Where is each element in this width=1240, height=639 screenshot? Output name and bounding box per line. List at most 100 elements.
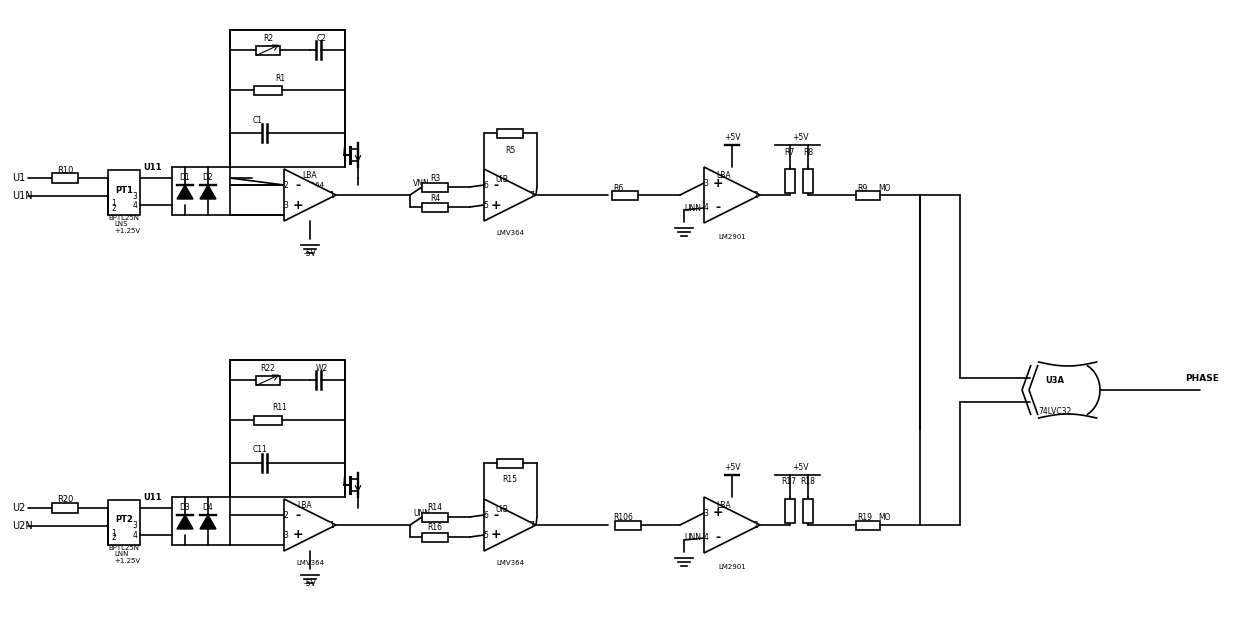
Text: R18: R18	[801, 477, 816, 486]
Text: LBA: LBA	[717, 171, 732, 180]
Text: LBA: LBA	[717, 500, 732, 509]
Text: R7: R7	[784, 148, 794, 157]
Bar	[785, 499, 795, 523]
Text: R6: R6	[613, 183, 624, 192]
Text: -: -	[494, 509, 498, 521]
Text: -5V: -5V	[304, 578, 316, 587]
Text: LMV364: LMV364	[496, 560, 525, 566]
Bar	[422, 203, 448, 212]
Text: R14: R14	[428, 504, 443, 512]
Bar	[422, 532, 448, 541]
Text: 6: 6	[484, 180, 489, 190]
Text: 2: 2	[284, 511, 289, 520]
Text: 6: 6	[484, 511, 489, 520]
Text: U11: U11	[143, 493, 161, 502]
Text: C2: C2	[317, 33, 327, 43]
Text: LMV364: LMV364	[496, 230, 525, 236]
Polygon shape	[484, 499, 536, 551]
Text: D2: D2	[202, 173, 213, 181]
Text: 3: 3	[284, 201, 289, 210]
Text: U11: U11	[143, 162, 161, 171]
Text: 4: 4	[703, 532, 708, 541]
Text: R10: R10	[57, 166, 73, 174]
Text: LMV364: LMV364	[296, 182, 324, 188]
Text: -5V: -5V	[304, 249, 316, 258]
Text: 1: 1	[112, 528, 115, 537]
Text: R5: R5	[505, 146, 515, 155]
Text: R3: R3	[430, 174, 440, 183]
Text: 3: 3	[284, 530, 289, 539]
Bar	[804, 499, 813, 523]
Bar	[856, 521, 880, 530]
Text: 5: 5	[484, 530, 489, 539]
Polygon shape	[177, 515, 193, 529]
Text: R2: R2	[263, 33, 273, 43]
Text: 7: 7	[529, 521, 534, 530]
Text: PT2: PT2	[115, 516, 133, 525]
Text: R22: R22	[260, 364, 275, 373]
Text: VNN: VNN	[413, 178, 430, 187]
Bar	[254, 415, 281, 424]
Text: +: +	[713, 176, 723, 190]
Text: MO: MO	[878, 514, 890, 523]
Bar	[254, 86, 281, 95]
Text: -: -	[715, 530, 720, 544]
Bar	[108, 170, 140, 215]
Bar	[804, 169, 813, 193]
Text: +: +	[491, 528, 501, 541]
Text: U2: U2	[12, 503, 25, 513]
Text: U1N: U1N	[12, 191, 32, 201]
Text: -: -	[494, 178, 498, 192]
Text: -: -	[715, 201, 720, 213]
Text: 1: 1	[330, 190, 335, 199]
Text: 7: 7	[529, 190, 534, 199]
Text: UiB: UiB	[496, 174, 508, 183]
Text: R106: R106	[613, 514, 632, 523]
Text: LMV364: LMV364	[296, 560, 324, 566]
Text: R20: R20	[57, 495, 73, 505]
Text: UiB: UiB	[496, 505, 508, 514]
Text: R1: R1	[275, 73, 285, 82]
Text: BPTL25N: BPTL25N	[109, 545, 140, 551]
Bar	[52, 173, 78, 183]
Text: LNN: LNN	[114, 551, 129, 557]
Text: R9: R9	[857, 183, 867, 192]
Polygon shape	[284, 169, 336, 221]
Text: +: +	[713, 507, 723, 520]
Text: 5: 5	[484, 201, 489, 210]
Text: U2N: U2N	[12, 521, 32, 531]
Text: 4: 4	[133, 201, 136, 210]
Polygon shape	[284, 499, 336, 551]
Text: R19: R19	[857, 514, 872, 523]
Text: 1: 1	[112, 199, 115, 208]
Bar	[422, 183, 448, 192]
Text: R4: R4	[430, 194, 440, 203]
Text: PHASE: PHASE	[1185, 374, 1219, 383]
Text: D3: D3	[180, 502, 191, 511]
Text: +1.25V: +1.25V	[114, 558, 140, 564]
Text: R8: R8	[804, 148, 813, 157]
Text: 4: 4	[133, 530, 136, 539]
Bar	[52, 503, 78, 513]
Text: 3: 3	[133, 521, 136, 530]
Text: LM2901: LM2901	[718, 564, 746, 570]
Text: LBA: LBA	[298, 500, 312, 509]
Polygon shape	[704, 167, 760, 223]
Text: 4: 4	[703, 203, 708, 212]
Text: UNN: UNN	[684, 534, 701, 543]
Text: MO: MO	[878, 183, 890, 192]
Text: 3: 3	[703, 178, 708, 187]
Bar	[613, 190, 639, 199]
Text: +5V: +5V	[792, 463, 808, 472]
Text: C1: C1	[253, 116, 263, 125]
Bar	[255, 376, 280, 385]
Polygon shape	[200, 185, 216, 199]
Text: W2: W2	[316, 364, 329, 373]
Text: 1: 1	[330, 521, 335, 530]
Text: UNN: UNN	[413, 509, 430, 518]
Polygon shape	[704, 497, 760, 553]
Text: +: +	[293, 528, 304, 541]
Text: D4: D4	[202, 502, 213, 511]
Bar	[229, 360, 345, 497]
Bar	[497, 128, 523, 137]
